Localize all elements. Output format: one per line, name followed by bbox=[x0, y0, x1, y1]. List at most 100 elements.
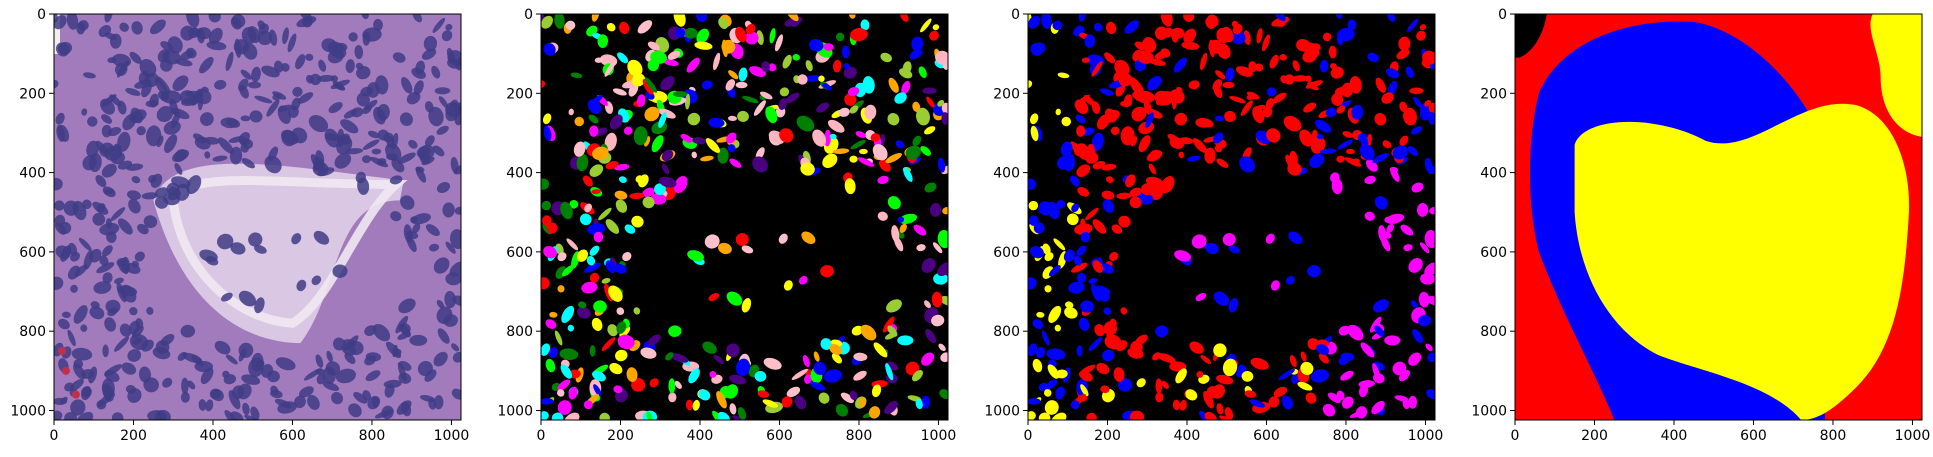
nucleus-type bbox=[1296, 38, 1311, 52]
tissue-nucleus bbox=[331, 391, 344, 405]
nucleus-instance bbox=[849, 155, 858, 163]
nucleus-type bbox=[1252, 106, 1265, 124]
tissue-nucleus bbox=[101, 163, 117, 178]
tissue-nucleus bbox=[299, 386, 314, 398]
nucleus-instance bbox=[809, 38, 824, 52]
nucleus-instance bbox=[870, 133, 881, 142]
tissue-nucleus bbox=[70, 251, 80, 262]
nucleus-type bbox=[1081, 57, 1090, 63]
tissue-nucleus bbox=[397, 362, 407, 382]
tissue-stroma bbox=[153, 163, 404, 344]
x-tick-label: 600 bbox=[1253, 428, 1280, 444]
nucleus-type bbox=[1246, 91, 1260, 100]
nucleus-instance bbox=[763, 357, 782, 370]
nucleus-instance bbox=[717, 147, 729, 164]
nucleus-instance bbox=[615, 199, 628, 213]
nucleus-type bbox=[1336, 105, 1346, 114]
nucleus-instance bbox=[633, 126, 648, 146]
nucleus-instance bbox=[576, 249, 589, 262]
nucleus-instance bbox=[642, 187, 655, 197]
nucleus-type bbox=[1080, 384, 1089, 397]
nucleus-instance bbox=[614, 190, 628, 200]
tissue-nucleus bbox=[409, 334, 428, 346]
tissue-nucleus bbox=[87, 116, 98, 127]
tissue-nucleus bbox=[89, 306, 105, 320]
tissue-nucleus bbox=[200, 367, 214, 385]
tissue-nucleus bbox=[410, 216, 418, 224]
nucleus-type bbox=[1056, 200, 1066, 209]
nucleus-instance bbox=[627, 59, 643, 77]
nucleus-instance bbox=[926, 96, 935, 108]
tissue-nucleus bbox=[438, 96, 449, 109]
nucleus-type bbox=[1066, 213, 1079, 226]
nucleus-type bbox=[1033, 222, 1045, 234]
tissue-nucleus bbox=[332, 264, 348, 278]
nucleus-type bbox=[1319, 59, 1329, 73]
nucleus-type bbox=[1106, 326, 1118, 338]
tissue-nucleus bbox=[156, 105, 174, 123]
nucleus-type bbox=[1092, 260, 1104, 273]
nucleus-type bbox=[1360, 342, 1375, 358]
nucleus-instance bbox=[586, 255, 596, 266]
nucleus-instance bbox=[709, 371, 717, 378]
nucleus-instance bbox=[812, 129, 827, 147]
nucleus-type bbox=[1213, 343, 1227, 358]
nucleus-instance bbox=[887, 113, 900, 126]
nucleus-instance bbox=[665, 352, 674, 361]
nucleus-type bbox=[1088, 337, 1103, 352]
nucleus-instance bbox=[541, 15, 554, 29]
tissue-nucleus bbox=[214, 79, 227, 90]
nucleus-instance bbox=[851, 325, 864, 336]
nucleus-instance bbox=[702, 341, 717, 354]
nucleus-instance bbox=[916, 107, 930, 126]
nucleus-type bbox=[1424, 99, 1432, 107]
tissue-nucleus bbox=[89, 153, 102, 173]
nucleus-type bbox=[1327, 392, 1341, 404]
nucleus-instance bbox=[616, 321, 627, 334]
nucleus-type bbox=[1138, 135, 1151, 153]
tissue-nucleus bbox=[55, 245, 71, 259]
nucleus-instance bbox=[930, 203, 942, 217]
nucleus-instance bbox=[886, 299, 902, 313]
tissue-nucleus bbox=[205, 399, 214, 412]
nucleus-instance bbox=[716, 391, 727, 409]
tissue-nucleus bbox=[254, 297, 265, 314]
nucleus-instance bbox=[557, 389, 565, 397]
nucleus-type bbox=[1384, 335, 1401, 346]
nucleus-instance bbox=[605, 260, 617, 273]
tissue-nucleus bbox=[424, 135, 435, 147]
nucleus-type bbox=[1216, 158, 1229, 168]
nucleus-instance bbox=[911, 36, 924, 51]
nucleus-type bbox=[1102, 199, 1115, 213]
nucleus-type bbox=[1074, 223, 1093, 235]
nucleus-type bbox=[1028, 178, 1037, 190]
nucleus-type bbox=[1239, 156, 1255, 173]
nucleus-instance bbox=[737, 110, 749, 122]
nucleus-type bbox=[1216, 403, 1224, 415]
x-tick-label: 800 bbox=[1333, 428, 1360, 444]
tissue-nucleus bbox=[228, 390, 241, 410]
tissue-nucleus bbox=[317, 74, 335, 82]
nucleus-instance bbox=[729, 374, 747, 385]
tissue-nucleus bbox=[128, 320, 140, 335]
nucleus-instance bbox=[618, 176, 627, 183]
nucleus-instance bbox=[567, 324, 574, 332]
tissue-nucleus bbox=[172, 75, 189, 92]
nucleus-instance bbox=[622, 251, 632, 262]
nucleus-instance bbox=[601, 277, 611, 284]
nucleus-instance bbox=[582, 175, 593, 187]
nucleus-type bbox=[1310, 369, 1330, 383]
x-tick-label: 400 bbox=[1174, 428, 1201, 444]
nucleus-type bbox=[1411, 182, 1424, 193]
nucleus-type bbox=[1240, 100, 1253, 116]
nucleus-type bbox=[1111, 224, 1123, 234]
nucleus-instance bbox=[589, 245, 600, 256]
nucleus-type bbox=[1078, 317, 1090, 332]
nucleus-instance bbox=[921, 352, 935, 366]
nucleus-instance bbox=[941, 102, 948, 115]
nucleus-type bbox=[1419, 24, 1427, 31]
nucleus-type bbox=[1110, 126, 1120, 135]
nucleus-type bbox=[1101, 163, 1117, 171]
nucleus-instance bbox=[691, 151, 697, 159]
nucleus-instance bbox=[813, 351, 820, 362]
